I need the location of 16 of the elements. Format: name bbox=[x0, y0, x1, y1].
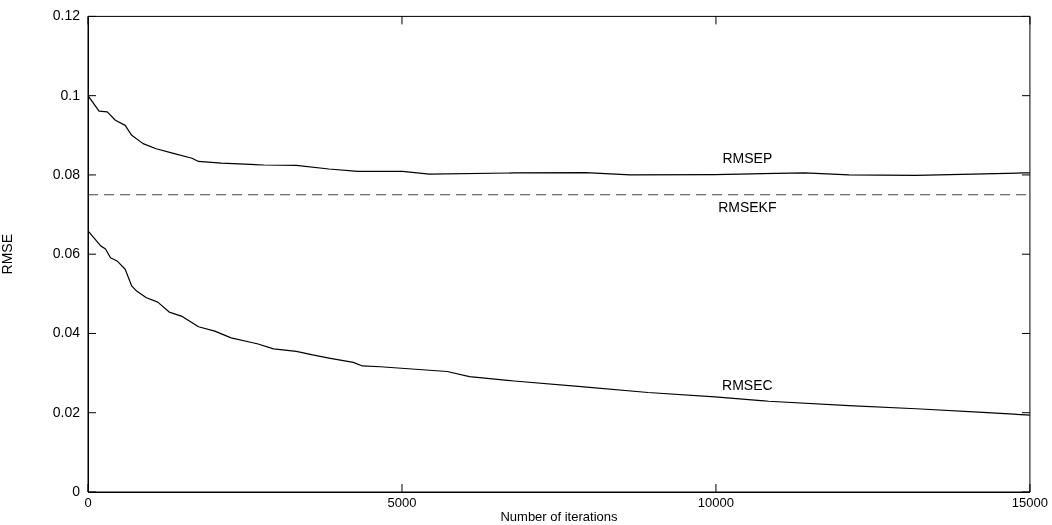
y-tick-label: 0.12 bbox=[52, 7, 81, 24]
y-tick-label: 0 bbox=[72, 482, 81, 499]
y-tick-label: 0.08 bbox=[52, 165, 81, 182]
x-axis-title: Number of iterations bbox=[500, 508, 618, 524]
ref-line-label: RMSEKF bbox=[718, 198, 777, 215]
y-tick-label: 0.06 bbox=[52, 245, 81, 262]
x-tick-label: 5000 bbox=[387, 495, 417, 511]
series-label: RMSEC bbox=[722, 377, 773, 394]
series-label: RMSEP bbox=[722, 150, 773, 167]
y-tick-label: 0.1 bbox=[60, 86, 81, 103]
y-tick-label: 0.02 bbox=[52, 403, 81, 420]
x-tick-label: 0 bbox=[84, 495, 92, 511]
y-axis-title: RMSE bbox=[0, 233, 16, 275]
x-tick-label: 15000 bbox=[1011, 495, 1048, 511]
y-tick-label: 0.04 bbox=[52, 324, 81, 341]
x-tick-label: 10000 bbox=[697, 495, 735, 511]
